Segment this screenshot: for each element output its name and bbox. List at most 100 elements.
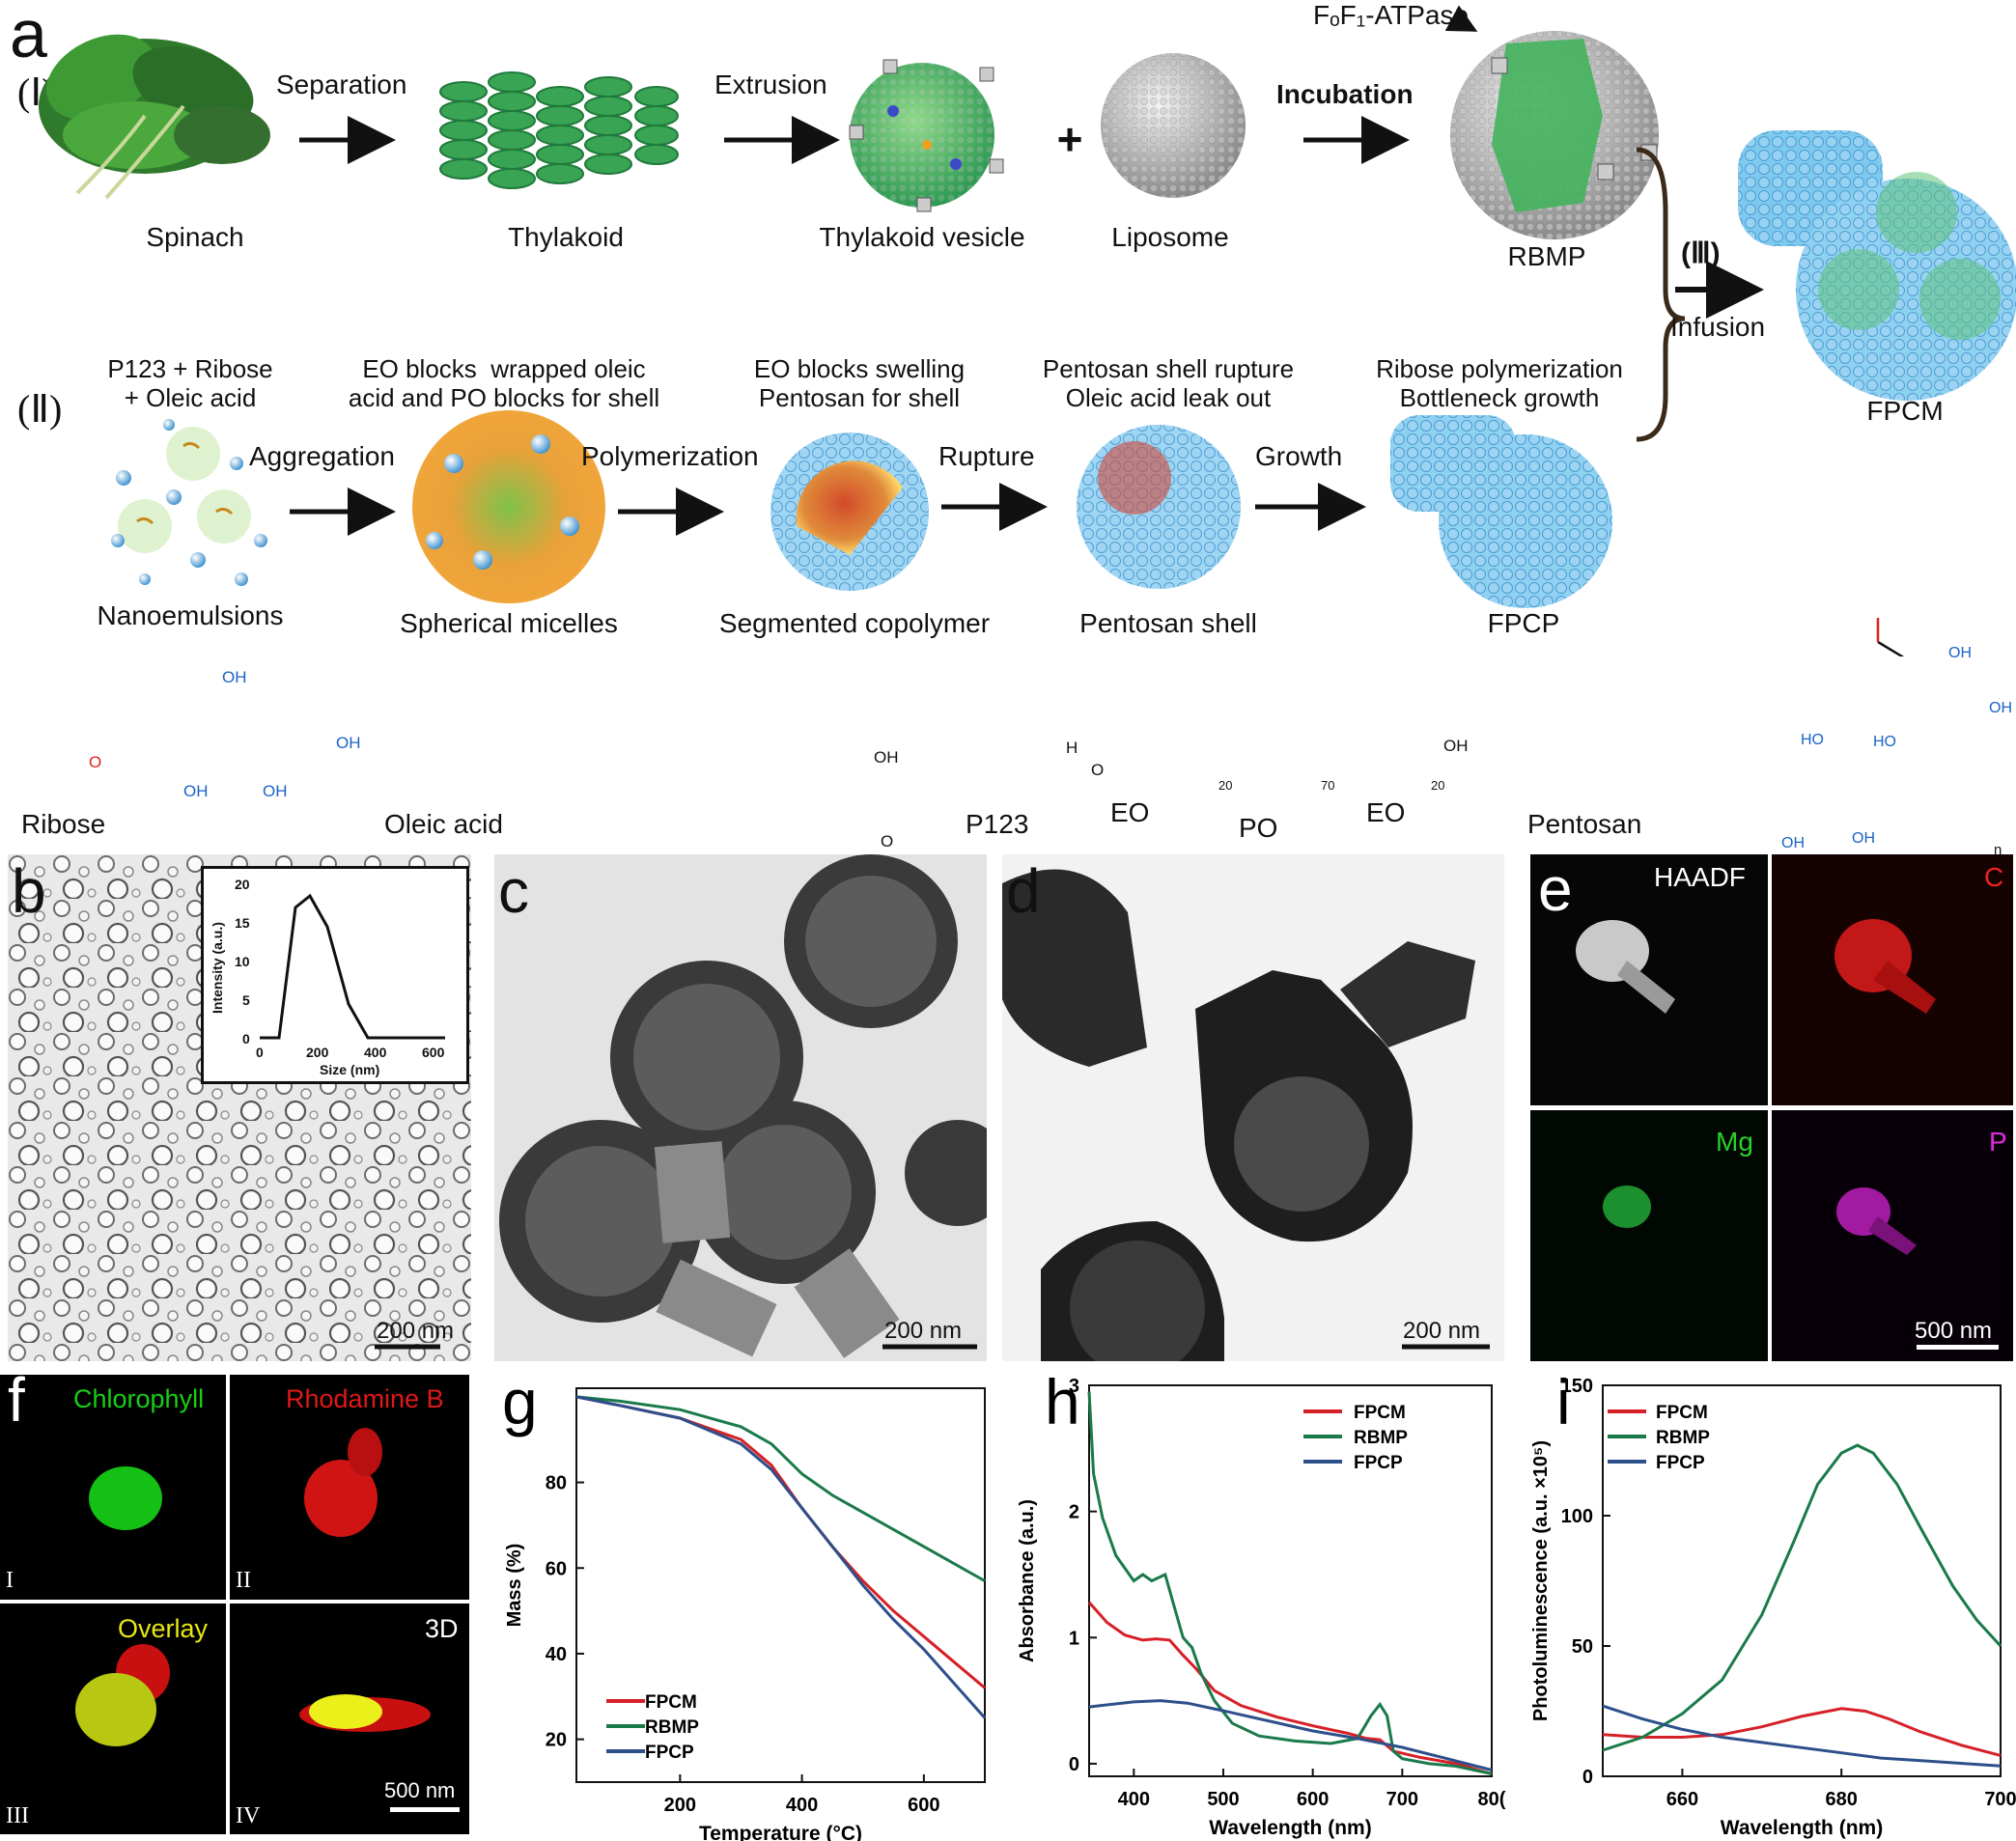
magnesium-label: Mg [1716, 1127, 1753, 1157]
thylakoid-image [439, 71, 679, 189]
size-distribution-chart [260, 893, 445, 1040]
y-tick-label-h: 2 [1069, 1502, 1079, 1523]
micelle-image [412, 410, 605, 603]
carbon-map [1772, 854, 2013, 1105]
nanoemulsions-image [111, 419, 267, 586]
legend-label-h: RBMP [1354, 1428, 1408, 1448]
series-line-h-rbmp [1087, 1391, 1493, 1775]
rbmp-image [1450, 31, 1659, 239]
note-4: Pentosan shell rupture Oleic acid leak o… [1042, 354, 1295, 412]
y-tick-label-i: 150 [1561, 1376, 1593, 1397]
series-line-h-fpcp [1088, 1699, 1493, 1771]
y-tick-label-h: 0 [1069, 1754, 1079, 1775]
x-tick-label-g: 600 [908, 1795, 939, 1816]
legend-label-i: FPCP [1656, 1453, 1705, 1473]
chart-frame-h [1088, 1384, 1493, 1777]
chlorophyll-label: Chlorophyll [73, 1384, 205, 1413]
x-tick-label-h: 500 [1207, 1789, 1239, 1810]
inset-ytick: 10 [235, 954, 250, 969]
ho-label: HO [1801, 732, 1824, 748]
oh-label: OH [183, 782, 209, 800]
pentosan-label: Pentosan [1527, 809, 1642, 839]
panel-f: f Chlorophyll Rhodamine B Overlay 3D I I… [0, 1369, 469, 1834]
series-line-i-fpcp [1602, 1704, 2002, 1768]
panel-e-letter: e [1538, 854, 1573, 924]
magnesium-map [1530, 1110, 1768, 1361]
carbon-label: C [1984, 862, 2004, 892]
thylakoid-caption: Thylakoid [508, 222, 624, 252]
y-tick-label-g: 60 [546, 1558, 567, 1579]
svg-text:+: + [1057, 114, 1083, 164]
series-line-i-fpcm [1602, 1707, 2002, 1757]
legend-label-g: RBMP [645, 1717, 699, 1738]
o-label: O [89, 753, 102, 771]
roman-iv: IV [236, 1803, 261, 1828]
roman-iii: III [6, 1803, 29, 1828]
inset-xtick: 400 [364, 1045, 387, 1060]
legend-label-h: FPCP [1354, 1453, 1403, 1473]
y-tick-label-g: 80 [546, 1473, 567, 1494]
segmented-caption: Segmented copolymer [718, 608, 991, 638]
chart-letter-i: i [1556, 1371, 1571, 1437]
panel-c-tem-image [499, 854, 987, 1358]
micelles-caption: Spherical micelles [400, 608, 618, 638]
legend-label-i: FPCM [1656, 1403, 1708, 1423]
note-2: EO blocks wrapped oleic acid and PO bloc… [348, 354, 660, 412]
x-tick-label-i: 660 [1666, 1789, 1698, 1810]
haadf-map [1530, 854, 1768, 1105]
extrusion-label: Extrusion [714, 70, 827, 99]
note-1: P123 + Ribose + Oleic acid [107, 354, 273, 412]
inset-xtick: 600 [422, 1045, 445, 1060]
incubation-label: Incubation [1276, 79, 1414, 109]
eo2-label: EO [1366, 797, 1406, 827]
three-d-image [230, 1604, 469, 1834]
oh-label: OH [1852, 830, 1875, 847]
polymerization-label: Polymerization [581, 441, 759, 471]
eo1-label: EO [1110, 797, 1150, 827]
chart-letter-g: g [502, 1371, 538, 1437]
panel-e-scale: 500 nm [1915, 1318, 1993, 1344]
n-label: n [1994, 842, 2002, 858]
pentosan-shell-image [1077, 425, 1241, 589]
roman-ii: II [236, 1568, 251, 1593]
panel-c-scale: 200 nm [884, 1318, 963, 1344]
y-tick-label-i: 0 [1582, 1767, 1593, 1788]
oh-label: OH [1989, 700, 2012, 716]
subscript-70: 70 [1321, 778, 1335, 793]
infusion-label: Infusion [1670, 312, 1766, 342]
panel-d: d 200 nm [1002, 854, 1504, 1361]
x-tick-label-h: 400 [1118, 1789, 1150, 1810]
x-axis-label-g: Temperature (°C) [699, 1823, 862, 1841]
inset-ytick: 0 [242, 1031, 250, 1046]
haadf-label: HAADF [1654, 862, 1746, 892]
nanoemulsions-caption: Nanoemulsions [97, 600, 284, 630]
rbmp-caption: RBMP [1507, 241, 1586, 271]
atpase-label: FₒF₁-ATPase [1313, 0, 1470, 30]
x-tick-label-i: 680 [1826, 1789, 1858, 1810]
o-label: O [881, 832, 894, 851]
y-tick-label-i: 50 [1572, 1636, 1593, 1658]
inset-xtick: 200 [306, 1045, 329, 1060]
segmented-copolymer-image [770, 432, 929, 591]
three-d-label: 3D [425, 1614, 459, 1643]
panel-e: e HAADF C Mg P 500 nm [1530, 854, 2013, 1361]
oh-label: OH [1443, 737, 1469, 755]
inset-ytick: 5 [242, 992, 250, 1008]
panel-b-letter: b [12, 856, 46, 926]
inset-xlabel: Size (nm) [320, 1062, 380, 1077]
row2-roman: (Ⅱ) [17, 387, 63, 431]
x-tick-label-i: 700 [1984, 1789, 2016, 1810]
growth-label: Growth [1255, 441, 1343, 471]
inset-ytick: 20 [235, 877, 250, 892]
spinach-image [39, 34, 270, 200]
pentosan-structure [1876, 618, 1905, 656]
vesicle-caption: Thylakoid vesicle [819, 222, 1025, 252]
chart-frame-i [1602, 1384, 2002, 1777]
panel-a-illustrations: + [39, 5, 2016, 656]
h-label: H [1066, 739, 1078, 757]
rupture-label: Rupture [938, 441, 1035, 471]
y-tick-label-g: 40 [546, 1644, 567, 1665]
fpcm-image [1738, 130, 2016, 401]
oh-label: OH [874, 748, 899, 767]
